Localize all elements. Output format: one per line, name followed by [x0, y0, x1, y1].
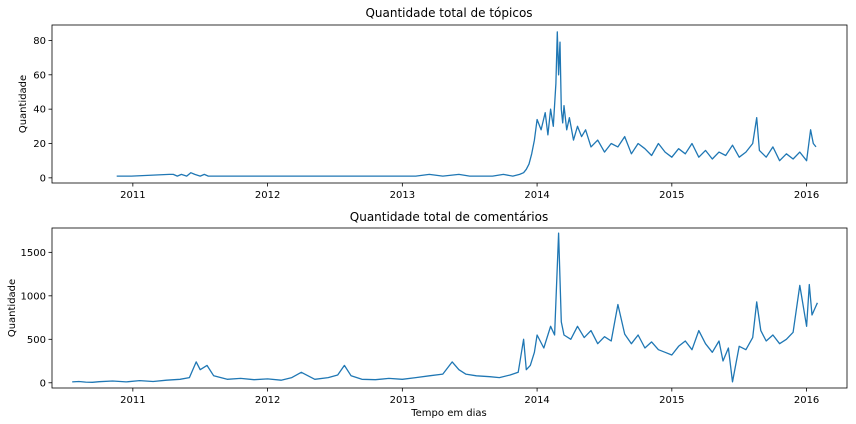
comments-axes-frame [51, 227, 848, 389]
comments-x-tick-label: 2015 [659, 395, 684, 406]
topics-y-axis-label: Quantidade [18, 75, 29, 133]
topics-x-tick-label: 2016 [794, 190, 819, 201]
comments-series-line [72, 232, 818, 383]
comments-y-tick-label: 500 [27, 335, 46, 346]
comments-y-axis-label: Quantidade [7, 279, 18, 337]
comments-x-tick-label: 2012 [255, 395, 280, 406]
topics-chart-title: Quantidade total de tópicos [365, 6, 532, 20]
topics-x-tick-label: 2014 [524, 190, 549, 201]
topics-y-tick-label: 40 [33, 105, 46, 116]
comments-subplot: Quantidade total de comentários Quantida… [7, 210, 848, 419]
comments-x-tick-label: 2016 [794, 395, 819, 406]
comments-y-tick-label: 1500 [21, 248, 46, 259]
topics-y-tick-label: 80 [33, 36, 46, 47]
topics-series-line [116, 31, 817, 177]
comments-y-tick-label: 0 [40, 378, 46, 389]
topics-axes-frame [51, 24, 848, 184]
comments-chart-title: Quantidade total de comentários [350, 210, 548, 224]
topics-y-tick-label: 60 [33, 70, 46, 81]
topics-x-tick-label: 2013 [390, 190, 415, 201]
topics-x-tick-label: 2011 [120, 190, 145, 201]
topics-y-tick-label: 0 [40, 173, 46, 184]
comments-x-tick-label: 2011 [120, 395, 145, 406]
topics-subplot: Quantidade total de tópicos Quantidade 2… [18, 6, 848, 201]
topics-x-tick-label: 2012 [255, 190, 280, 201]
comments-x-axis-label: Tempo em dias [410, 408, 486, 419]
comments-x-tick-label: 2014 [524, 395, 549, 406]
comments-x-tick-label: 2013 [390, 395, 415, 406]
topics-x-tick-label: 2015 [659, 190, 684, 201]
topics-y-tick-label: 20 [33, 139, 46, 150]
comments-y-tick-label: 1000 [21, 291, 46, 302]
